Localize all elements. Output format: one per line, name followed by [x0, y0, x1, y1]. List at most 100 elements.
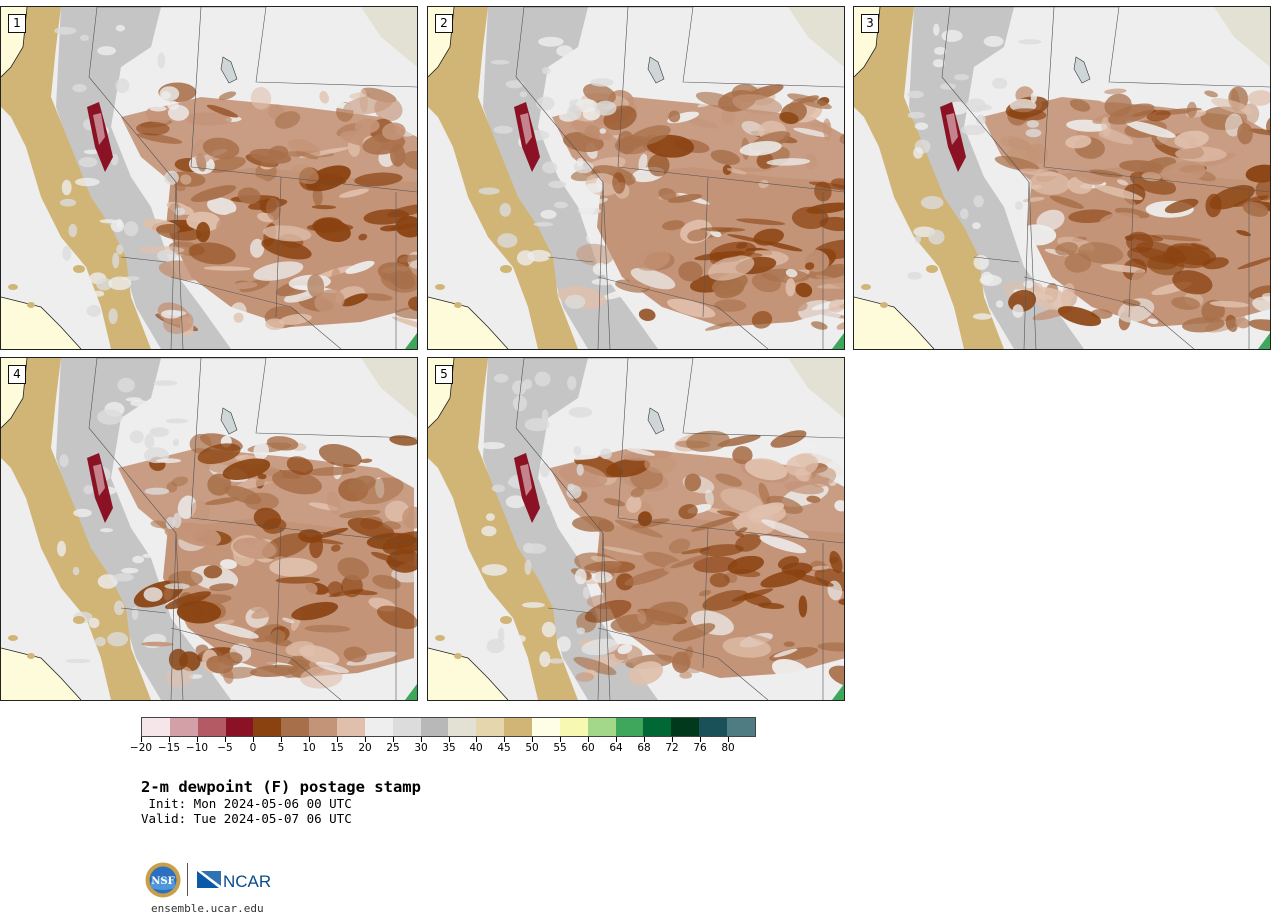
member-panel-4: 4 [0, 357, 418, 701]
ncar-logo: NCAR [197, 871, 271, 891]
member-panel-3: 3 [853, 6, 1271, 350]
colorbar-tick [281, 737, 282, 742]
dewpoint-map-4 [1, 358, 417, 700]
colorbar-tick-label: −5 [217, 742, 233, 754]
svg-text:NSF: NSF [151, 876, 174, 887]
colorbar-segment [504, 718, 533, 736]
colorbar-tick-label: 20 [358, 742, 372, 754]
colorbar-tick [197, 737, 198, 742]
colorbar-segment [253, 718, 282, 736]
colorbar-tick [449, 737, 450, 742]
great-salt-lake [1073, 56, 1091, 84]
colorbar-segment [281, 718, 310, 736]
colorbar-tick-label: −10 [185, 742, 209, 754]
colorbar-segment [671, 718, 700, 736]
member-number-3: 3 [861, 14, 879, 33]
dewpoint-map-5 [428, 358, 844, 700]
colorbar-tick [728, 737, 729, 742]
colorbar-tick [532, 737, 533, 742]
colorbar-segment [615, 718, 644, 736]
state-borders [941, 7, 1270, 349]
colorbar-tick [421, 737, 422, 742]
colorbar-tick [225, 737, 226, 742]
colorbar-tick-label: 76 [693, 742, 707, 754]
colorbar-segment [420, 718, 449, 736]
colorbar-segment [197, 718, 226, 736]
member-number-4: 4 [8, 365, 26, 384]
colorbar-tick-label: 0 [249, 742, 257, 754]
member-number-2: 2 [435, 14, 453, 33]
colorbar-segment [169, 718, 198, 736]
colorbar-tick [309, 737, 310, 742]
colorbar-tick-label: −20 [129, 742, 153, 754]
colorbar-tick-label: 60 [581, 742, 595, 754]
colorbar-tick [616, 737, 617, 742]
member-number-5: 5 [435, 365, 453, 384]
colorbar-segment [587, 718, 616, 736]
colorbar-tick-label: 72 [665, 742, 679, 754]
dewpoint-map-1 [1, 7, 417, 349]
colorbar-tick [588, 737, 589, 742]
colorbar-segment [392, 718, 421, 736]
colorbar-tick [169, 737, 170, 742]
colorbar-segment [699, 718, 728, 736]
colorbar-segment [643, 718, 672, 736]
member-panel-5: 5 [427, 357, 845, 701]
sponsor-logos: NSF NCAR [145, 861, 275, 901]
colorbar-segment [337, 718, 365, 736]
colorbar-tick-label: 80 [721, 742, 735, 754]
colorbar-tick-label: 30 [414, 742, 428, 754]
colorbar-tick-label: 64 [609, 742, 623, 754]
colorbar-tick-label: 40 [469, 742, 483, 754]
svg-text:NCAR: NCAR [223, 872, 271, 891]
dewpoint-colorbar [141, 717, 756, 737]
colorbar-tick [504, 737, 505, 742]
colorbar-tick-label: 50 [525, 742, 539, 754]
init-time: Init: Mon 2024-05-06 00 UTC [141, 796, 352, 811]
member-panel-2: 2 [427, 6, 845, 350]
colorbar-segment [476, 718, 505, 736]
great-salt-lake [220, 407, 238, 435]
colorbar-tick-label: −15 [157, 742, 181, 754]
colorbar-tick [672, 737, 673, 742]
colorbar-tick-label: 25 [386, 742, 400, 754]
colorbar-tick-label: 55 [553, 742, 567, 754]
colorbar-tick-label: 35 [442, 742, 456, 754]
colorbar-tick [560, 737, 561, 742]
colorbar-tick [365, 737, 366, 742]
colorbar-tick [337, 737, 338, 742]
member-panel-1: 1 [0, 6, 418, 350]
colorbar-tick-label: 5 [277, 742, 285, 754]
colorbar-tick [141, 737, 142, 742]
colorbar-segment [559, 718, 588, 736]
great-salt-lake [647, 56, 665, 84]
colorbar-segment [142, 718, 170, 736]
great-salt-lake [220, 56, 238, 84]
colorbar-segment [532, 718, 560, 736]
colorbar-tick-label: 15 [330, 742, 344, 754]
great-salt-lake [647, 407, 665, 435]
colorbar-tick-label: 45 [497, 742, 511, 754]
colorbar-tick [700, 737, 701, 742]
dewpoint-map-3 [854, 7, 1270, 349]
colorbar-segment [309, 718, 338, 736]
colorbar-segment [448, 718, 477, 736]
colorbar-segment [364, 718, 393, 736]
colorbar-segment [727, 718, 755, 736]
state-borders [515, 7, 844, 349]
member-number-1: 1 [8, 14, 26, 33]
source-url: ensemble.ucar.edu [151, 902, 264, 915]
state-borders [88, 7, 417, 349]
colorbar-tick [644, 737, 645, 742]
dewpoint-map-2 [428, 7, 844, 349]
state-borders [88, 358, 417, 700]
logo-divider [187, 863, 188, 896]
colorbar-tick [253, 737, 254, 742]
state-borders [515, 358, 844, 700]
colorbar-tick-label: 10 [302, 742, 316, 754]
nsf-logo: NSF [145, 862, 181, 898]
colorbar-tick [393, 737, 394, 742]
map-title: 2-m dewpoint (F) postage stamp [141, 778, 421, 796]
colorbar-tick [476, 737, 477, 742]
colorbar-tick-label: 68 [637, 742, 651, 754]
